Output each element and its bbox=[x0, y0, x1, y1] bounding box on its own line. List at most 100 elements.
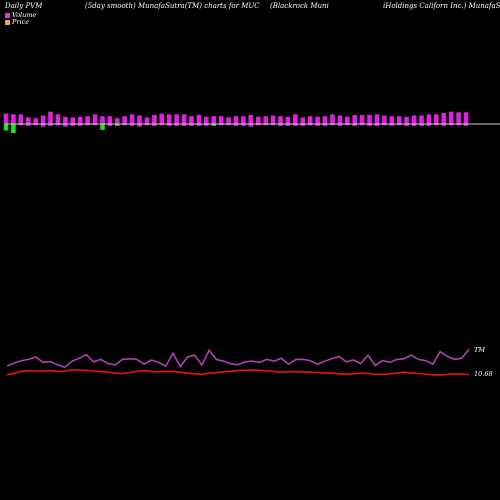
volume-bar-down bbox=[367, 124, 372, 126]
volume-bar bbox=[211, 116, 216, 124]
volume-bar bbox=[218, 116, 224, 124]
volume-bar bbox=[166, 114, 172, 125]
volume-bar bbox=[33, 118, 38, 125]
volume-bar-down bbox=[270, 124, 276, 126]
volume-bar bbox=[426, 114, 432, 125]
volume-bar bbox=[55, 114, 61, 125]
pvm-line-label: TM bbox=[474, 346, 485, 354]
volume-bar bbox=[456, 112, 461, 124]
volume-bar-down bbox=[33, 124, 38, 126]
legend-volume-swatch bbox=[5, 12, 10, 18]
volume-bar-down bbox=[396, 124, 402, 126]
volume-bar bbox=[137, 115, 142, 124]
volume-bar bbox=[315, 116, 320, 124]
volume-bar bbox=[463, 112, 469, 124]
volume-bar-down bbox=[211, 124, 216, 126]
volume-bar bbox=[263, 116, 268, 124]
volume-bar bbox=[389, 116, 395, 124]
volume-bar bbox=[122, 116, 127, 124]
volume-bar-down bbox=[55, 124, 61, 126]
volume-bar bbox=[129, 114, 135, 125]
volume-bar bbox=[256, 116, 261, 124]
legend-price-label: Price bbox=[12, 18, 30, 26]
volume-bar bbox=[18, 114, 24, 125]
volume-bar-down bbox=[411, 124, 417, 126]
volume-bar bbox=[189, 116, 194, 124]
volume-bar-down bbox=[70, 124, 76, 126]
volume-bar-down bbox=[278, 124, 283, 126]
volume-bar-down bbox=[315, 124, 320, 126]
volume-bar bbox=[419, 115, 424, 124]
volume-bar-down bbox=[107, 124, 113, 126]
volume-bar bbox=[337, 115, 343, 124]
volume-bar-down bbox=[122, 124, 127, 126]
volume-bar bbox=[396, 116, 402, 124]
volume-bar-down bbox=[345, 124, 350, 126]
volume-bar-down bbox=[263, 124, 268, 126]
volume-bar bbox=[270, 115, 276, 124]
volume-bar-down bbox=[322, 124, 328, 126]
volume-bar bbox=[174, 114, 179, 125]
volume-bar-down bbox=[441, 124, 446, 126]
volume-bar bbox=[300, 117, 306, 124]
legend-volume-label: Volume bbox=[12, 11, 37, 19]
volume-bar-down bbox=[137, 124, 142, 127]
volume-bar bbox=[196, 114, 202, 124]
volume-bar bbox=[359, 114, 365, 124]
volume-bar-down bbox=[419, 124, 424, 126]
volume-bar-down bbox=[285, 124, 291, 126]
volume-bar-down bbox=[100, 124, 105, 130]
volume-bar-down bbox=[330, 124, 335, 126]
chart-subtitle: (5day smooth) MunafaSutra(TM) charts for… bbox=[85, 2, 260, 10]
volume-bar-down bbox=[293, 124, 298, 126]
volume-bar-down bbox=[456, 124, 461, 126]
volume-bar-down bbox=[448, 124, 454, 126]
volume-bar-down bbox=[204, 124, 209, 126]
legend-volume: Volume bbox=[5, 11, 36, 19]
company-name-part2: iHoldings Californ Inc.) MunafaSutra.com bbox=[383, 2, 500, 10]
volume-bar bbox=[241, 116, 246, 124]
volume-bar bbox=[100, 116, 105, 124]
legend-price-swatch bbox=[5, 19, 10, 25]
volume-bar-down bbox=[63, 124, 68, 127]
volume-bar bbox=[293, 114, 298, 125]
volume-bar bbox=[330, 114, 335, 125]
company-name-part1: (Blackrock Muni bbox=[270, 2, 329, 10]
volume-bar-down bbox=[241, 124, 246, 126]
volume-bar bbox=[411, 115, 417, 124]
volume-bar-down bbox=[307, 124, 313, 126]
volume-bar bbox=[204, 116, 209, 124]
volume-bar-down bbox=[233, 124, 239, 126]
volume-bar-down bbox=[226, 124, 231, 126]
volume-bar bbox=[307, 116, 313, 124]
volume-bar-down bbox=[92, 124, 98, 126]
volume-bar-down bbox=[352, 124, 357, 126]
volume-bar-down bbox=[3, 124, 9, 131]
volume-bar bbox=[85, 116, 90, 124]
volume-bar bbox=[152, 114, 157, 124]
volume-bar-down bbox=[248, 124, 254, 127]
volume-bar bbox=[159, 113, 165, 124]
volume-bar bbox=[248, 114, 254, 124]
volume-bar-down bbox=[337, 124, 343, 126]
volume-bar-down bbox=[404, 124, 409, 126]
volume-bar bbox=[434, 114, 439, 125]
volume-bar-down bbox=[144, 124, 150, 126]
volume-bar bbox=[352, 114, 357, 124]
volume-bar-down bbox=[11, 124, 16, 134]
volume-bar-down bbox=[300, 124, 306, 126]
volume-bar-down bbox=[48, 124, 53, 126]
volume-bar bbox=[382, 115, 387, 124]
volume-bar-down bbox=[166, 124, 172, 126]
volume-bar bbox=[48, 111, 53, 124]
volume-bar bbox=[345, 116, 350, 124]
legend-price: Price bbox=[5, 18, 29, 26]
volume-bar bbox=[404, 116, 409, 124]
volume-bar bbox=[374, 114, 380, 125]
volume-bar-down bbox=[174, 124, 179, 126]
volume-bar-down bbox=[196, 124, 202, 126]
volume-bar-down bbox=[115, 124, 120, 126]
volume-bar bbox=[115, 118, 120, 125]
